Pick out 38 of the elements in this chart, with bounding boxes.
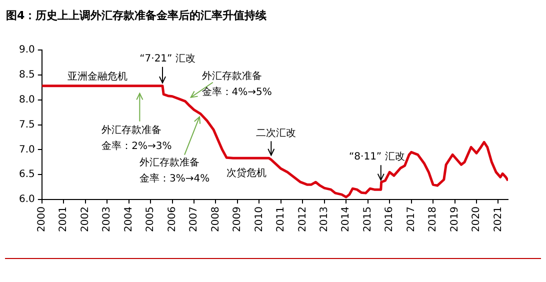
x-tick-label: 2017 bbox=[406, 206, 417, 232]
x-tick-label: 2015 bbox=[362, 206, 374, 232]
x-tick-label: 2001 bbox=[58, 206, 70, 232]
annotation: 亚洲金融危机 bbox=[67, 70, 128, 82]
x-tick-label: 2008 bbox=[210, 206, 222, 232]
x-tick-label: 2020 bbox=[471, 206, 482, 232]
x-tick-label: 2021 bbox=[492, 206, 504, 232]
y-tick-label: 8.0 bbox=[18, 94, 35, 106]
annotation: 外汇存款准备金率：4%→5% bbox=[202, 70, 272, 98]
y-tick-label: 7.5 bbox=[18, 119, 35, 130]
x-tick-label: 2019 bbox=[449, 206, 460, 232]
y-tick-label: 8.5 bbox=[18, 70, 35, 81]
annotation: 二次汇改 bbox=[256, 126, 296, 139]
x-tick-label: 2011 bbox=[276, 206, 287, 232]
x-tick-label: 2006 bbox=[166, 206, 178, 232]
y-tick-label: 6.5 bbox=[18, 169, 35, 180]
x-tick-label: 2000 bbox=[36, 206, 48, 232]
x-tick-label: 2013 bbox=[318, 206, 330, 232]
x-tick-label: 2002 bbox=[80, 206, 91, 232]
x-tick-label: 2018 bbox=[428, 206, 439, 232]
y-tick-label: 9.0 bbox=[18, 44, 35, 56]
x-tick-label: 2009 bbox=[232, 206, 244, 232]
x-tick-label: 2014 bbox=[340, 206, 352, 232]
annotation: 外汇存款准备金率：2%→3% bbox=[102, 124, 172, 152]
x-tick-label: 2012 bbox=[297, 206, 308, 232]
x-tick-label: 2004 bbox=[123, 206, 134, 232]
chart-title: 图4：历史上上调外汇存款准备金率后的汇率升值持续 bbox=[6, 8, 267, 23]
annotation: “8·11” 汇改 bbox=[348, 150, 405, 163]
x-tick-label: 2016 bbox=[384, 206, 396, 232]
annotation: 外汇存款准备金率：3%→4% bbox=[139, 156, 210, 184]
x-tick-label: 2010 bbox=[254, 206, 265, 232]
annotation: “7·21” 汇改 bbox=[140, 52, 196, 64]
x-tick-label: 2007 bbox=[188, 206, 200, 232]
x-tick-label: 2003 bbox=[102, 206, 113, 232]
y-tick-label: 6.0 bbox=[18, 194, 35, 206]
annotation: 次贷危机 bbox=[226, 166, 266, 179]
y-tick-label: 7.0 bbox=[18, 144, 35, 156]
x-tick-label: 2005 bbox=[145, 206, 156, 232]
